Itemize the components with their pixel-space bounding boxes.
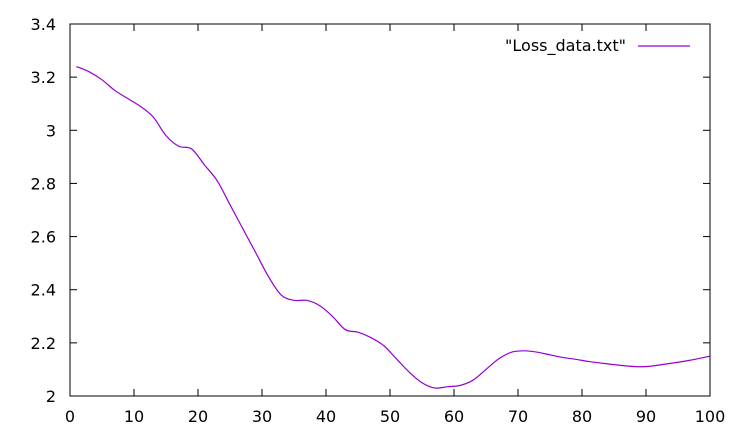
x-tick-label: 70 xyxy=(508,407,528,426)
y-tick-label: 2.6 xyxy=(31,228,56,247)
y-tick-label: 2.2 xyxy=(31,334,56,353)
x-tick-label: 60 xyxy=(444,407,464,426)
legend: "Loss_data.txt" xyxy=(505,36,690,56)
series-line xyxy=(76,65,711,389)
series-layer xyxy=(76,65,711,389)
plot-frame xyxy=(69,23,711,397)
y-axis: 2 2.2 2.4 2.6 2.8 3 3.2 3.4 xyxy=(31,15,710,406)
x-tick-label: 20 xyxy=(188,407,208,426)
x-tick-label: 30 xyxy=(252,407,272,426)
x-tick-label: 0 xyxy=(65,407,75,426)
x-tick-label: 10 xyxy=(124,407,144,426)
legend-label: "Loss_data.txt" xyxy=(505,36,626,56)
x-tick-label: 100 xyxy=(695,407,726,426)
x-tick-label: 40 xyxy=(316,407,336,426)
y-tick-label: 3.2 xyxy=(31,68,56,87)
y-tick-label: 3.4 xyxy=(31,15,56,34)
x-tick-label: 80 xyxy=(572,407,592,426)
x-tick-label: 90 xyxy=(636,407,656,426)
y-tick-label: 2 xyxy=(46,387,56,406)
y-tick-label: 2.8 xyxy=(31,174,56,193)
y-tick-label: 3 xyxy=(46,121,56,140)
y-tick-label: 2.4 xyxy=(31,281,56,300)
x-axis: 0 10 20 30 40 50 60 70 80 90 100 xyxy=(65,24,725,426)
x-tick-label: 50 xyxy=(380,407,400,426)
